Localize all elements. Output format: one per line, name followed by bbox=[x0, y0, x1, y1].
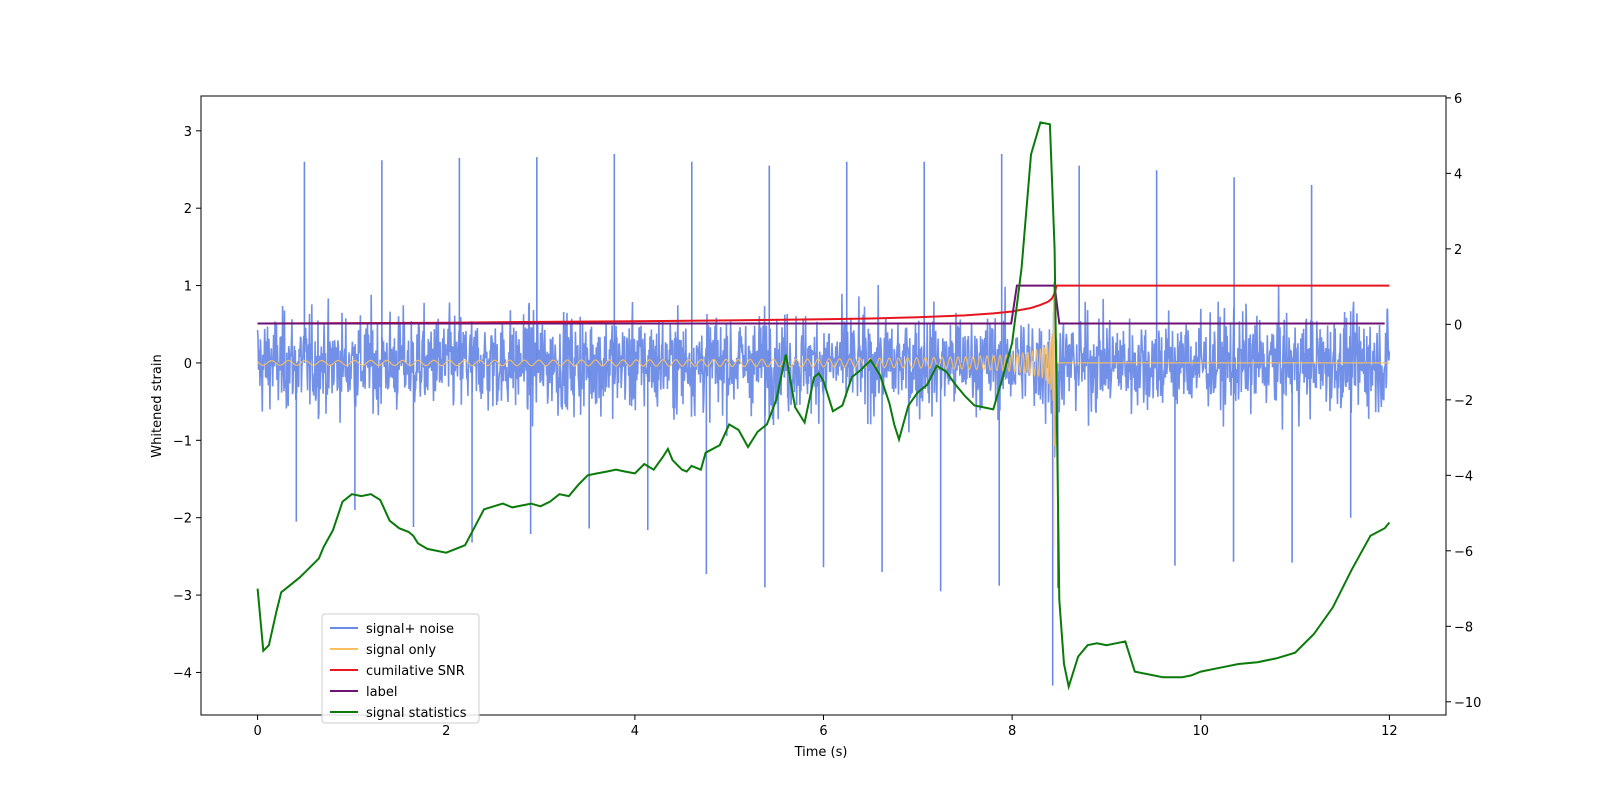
y-tick-label: −3 bbox=[173, 589, 192, 604]
y-axis-label: Whitened strain bbox=[150, 354, 165, 457]
y2-tick-label: 2 bbox=[1454, 243, 1462, 258]
series-signal-statistics-line bbox=[256, 121, 1391, 691]
legend: signal+ noise signal only cumilative SNR la… bbox=[321, 613, 480, 724]
y-tick-label: 3 bbox=[184, 125, 192, 140]
y2-tick-label: 0 bbox=[1454, 318, 1462, 333]
y-tick-label: −4 bbox=[173, 666, 192, 681]
y-tick-label: 1 bbox=[184, 280, 192, 295]
y-tick-label: 2 bbox=[184, 202, 192, 217]
y2-tick-label: −6 bbox=[1454, 545, 1473, 560]
x-tick-label: 10 bbox=[1192, 724, 1209, 739]
y2-tick-label: 6 bbox=[1454, 92, 1462, 107]
y-tick-label: 0 bbox=[184, 357, 192, 372]
x-tick-label: 4 bbox=[631, 724, 639, 739]
legend-label: label bbox=[366, 685, 397, 700]
legend-label: signal statistics bbox=[366, 706, 467, 721]
x-tick-label: 12 bbox=[1381, 724, 1398, 739]
x-tick-label: 6 bbox=[819, 724, 827, 739]
y2-tick-label: 4 bbox=[1454, 167, 1462, 182]
y2-tick-label: −10 bbox=[1454, 696, 1481, 711]
y-tick-label: −1 bbox=[173, 434, 192, 449]
y-axis-left: −4 −3 −2 −1 0 1 2 3 bbox=[173, 125, 201, 681]
legend-label: signal+ noise bbox=[366, 622, 454, 637]
x-tick-label: 2 bbox=[442, 724, 450, 739]
x-tick-label: 0 bbox=[253, 724, 261, 739]
legend-label: signal only bbox=[366, 643, 436, 658]
x-axis: 0 2 4 6 8 10 12 bbox=[253, 715, 1398, 739]
series-label-line bbox=[257, 284, 1385, 325]
legend-box bbox=[321, 613, 480, 724]
x-axis-label: Time (s) bbox=[794, 745, 848, 760]
y-tick-label: −2 bbox=[173, 512, 192, 527]
y2-tick-label: −4 bbox=[1454, 469, 1473, 484]
series-signal-only-line bbox=[257, 323, 1390, 446]
series-cumulative-snr-line bbox=[257, 284, 1390, 325]
plot-area bbox=[256, 121, 1391, 691]
y2-tick-label: −8 bbox=[1454, 620, 1473, 635]
y-axis-right: −10 −8 −6 −4 −2 0 2 4 6 bbox=[1446, 92, 1481, 711]
legend-label: cumilative SNR bbox=[366, 664, 465, 679]
x-tick-label: 8 bbox=[1008, 724, 1016, 739]
y2-tick-label: −2 bbox=[1454, 394, 1473, 409]
